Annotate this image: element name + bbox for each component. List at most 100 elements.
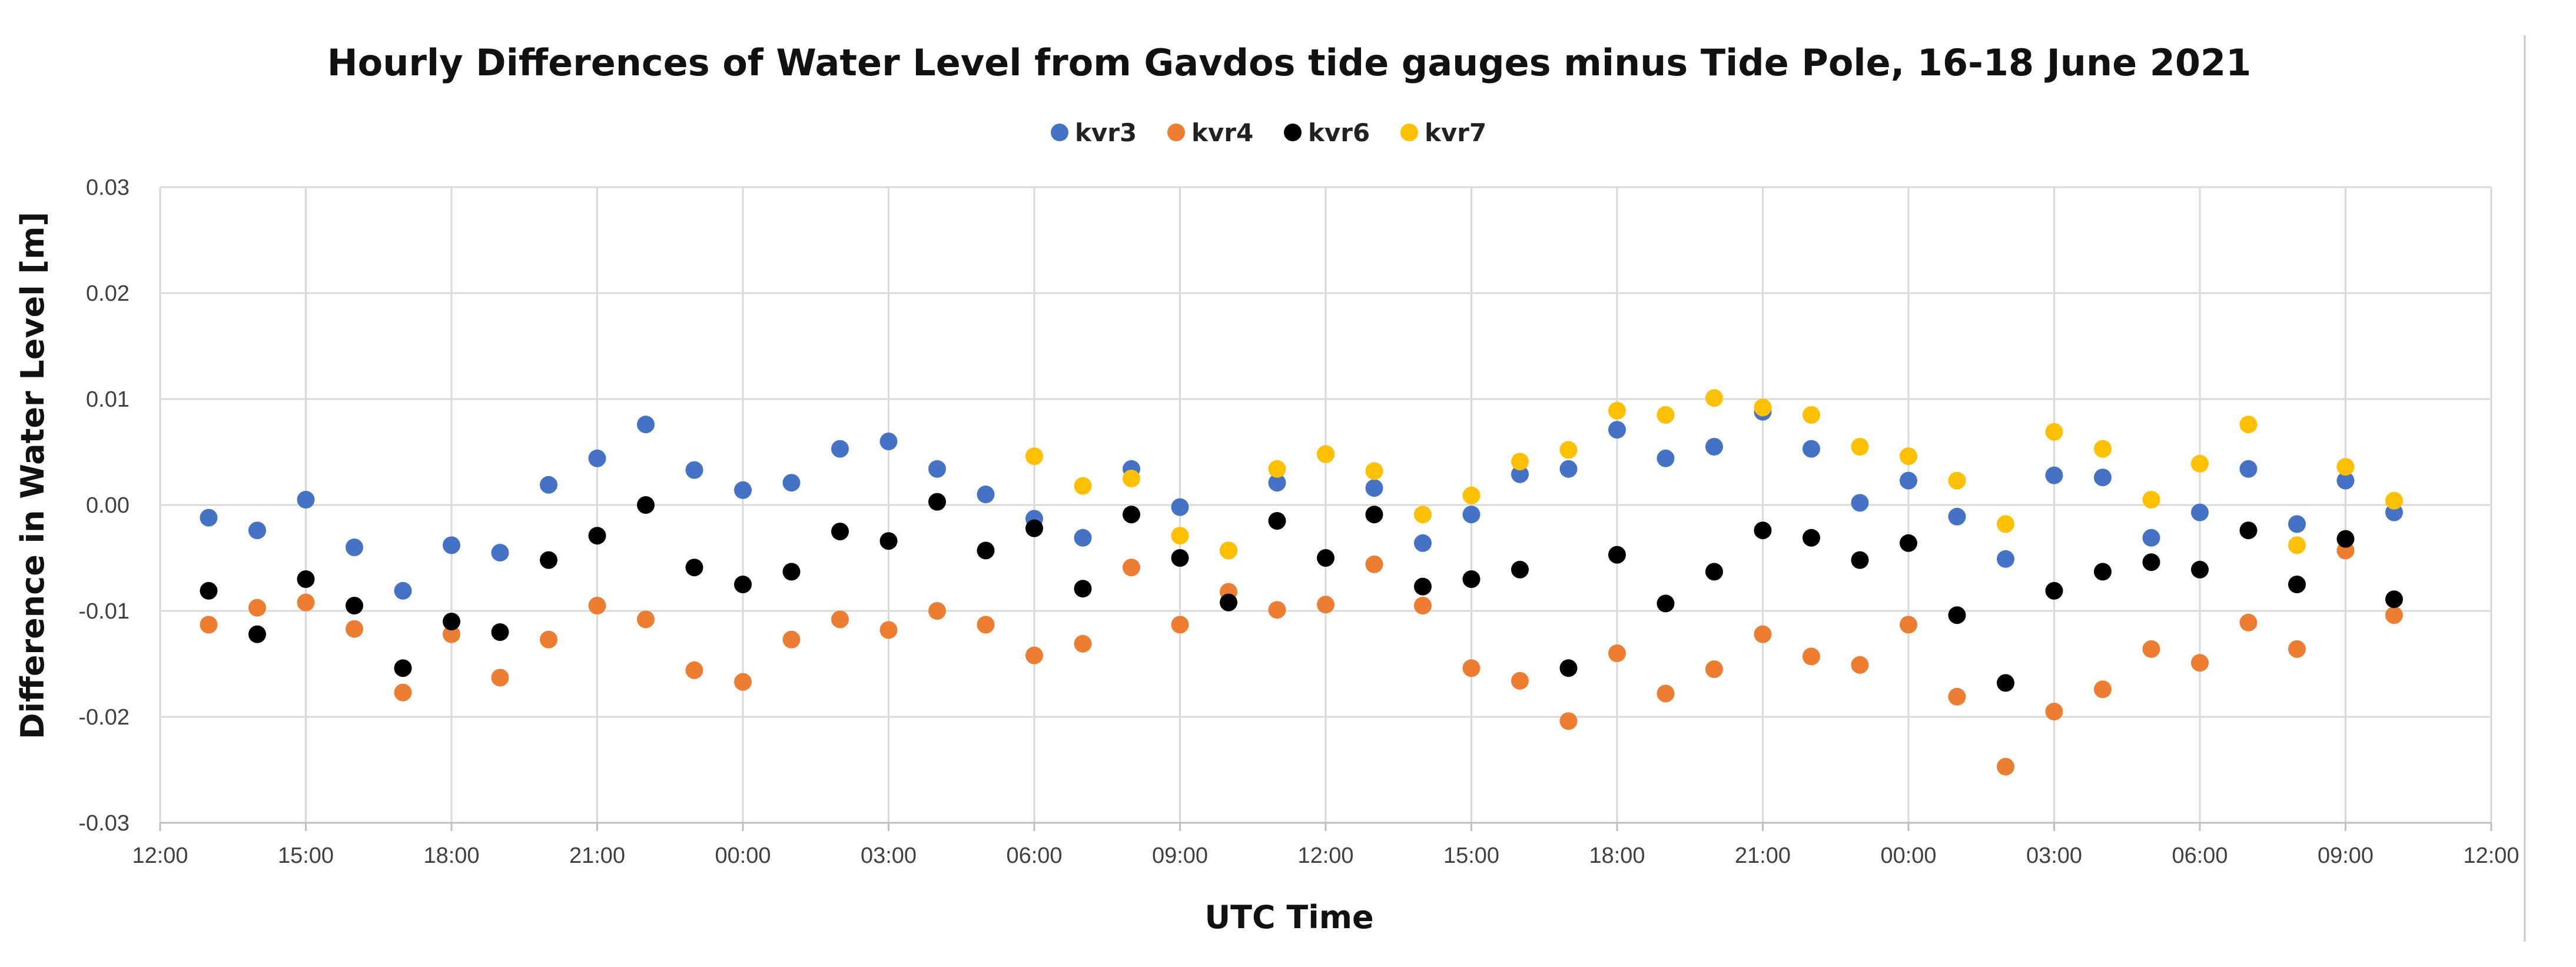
data-point-kvr3 <box>1365 479 1383 497</box>
data-point-kvr4 <box>248 599 266 617</box>
data-point-kvr4 <box>1657 684 1675 703</box>
data-point-kvr4 <box>782 630 801 649</box>
data-point-kvr6 <box>394 659 412 677</box>
data-point-kvr4 <box>2385 606 2403 624</box>
data-point-kvr7 <box>2239 416 2258 434</box>
data-point-kvr7 <box>1462 486 1480 504</box>
data-point-kvr7 <box>1171 527 1189 545</box>
data-point-kvr7 <box>1851 438 1869 456</box>
legend-item-kvr7: kvr7 <box>1400 118 1486 147</box>
x-tick-label: 18:00 <box>423 843 479 868</box>
data-point-kvr6 <box>1657 594 1675 613</box>
data-point-kvr4 <box>346 620 363 638</box>
x-tick-label: 15:00 <box>1443 843 1499 868</box>
data-point-kvr4 <box>1074 634 1092 653</box>
data-point-kvr3 <box>637 416 655 434</box>
data-point-kvr6 <box>734 576 752 593</box>
data-point-kvr6 <box>2336 530 2355 548</box>
data-point-kvr3 <box>1074 529 1092 547</box>
data-point-kvr4 <box>1025 646 1043 664</box>
x-axis-title: UTC Time <box>1204 899 1373 936</box>
data-point-kvr6 <box>637 496 655 514</box>
data-point-kvr4 <box>2045 703 2063 720</box>
y-tick-label: -0.01 <box>78 599 130 624</box>
x-tick-labels: 12:00 15:00 18:00 21:00 00:00 03:00 06:00 09:00… <box>132 843 2519 868</box>
data-point-kvr3 <box>588 449 606 467</box>
data-point-kvr7 <box>1074 477 1092 495</box>
legend-marker-kvr3 <box>1051 124 1068 141</box>
data-point-kvr3 <box>1462 506 1480 524</box>
data-point-kvr6 <box>1317 549 1335 567</box>
legend-marker-kvr4 <box>1167 124 1185 141</box>
data-point-kvr6 <box>1948 606 1966 624</box>
data-point-kvr3 <box>1705 438 1723 456</box>
data-point-kvr3 <box>2094 468 2112 487</box>
data-point-kvr4 <box>1171 616 1189 634</box>
data-point-kvr7 <box>2045 423 2063 441</box>
x-tick-label: 21:00 <box>569 843 625 868</box>
data-point-kvr7 <box>1997 515 2014 533</box>
data-point-kvr6 <box>1705 563 1723 581</box>
data-point-kvr3 <box>1511 465 1529 483</box>
x-tick-label: 09:00 <box>2318 843 2373 868</box>
data-point-kvr3 <box>394 581 412 600</box>
data-point-kvr6 <box>1171 549 1189 567</box>
data-point-kvr4 <box>394 683 412 702</box>
data-points <box>200 389 2403 776</box>
axes <box>159 822 2492 831</box>
data-point-kvr3 <box>1414 534 1432 552</box>
data-point-kvr7 <box>1220 541 1237 560</box>
data-point-kvr3 <box>1559 460 1578 478</box>
data-point-kvr7 <box>1900 447 1917 466</box>
data-point-kvr6 <box>297 570 315 588</box>
data-point-kvr7 <box>1754 398 1772 417</box>
data-point-kvr7 <box>1608 401 1626 420</box>
data-point-kvr4 <box>2094 680 2112 699</box>
data-point-kvr4 <box>637 610 655 629</box>
x-tick-label: 12:00 <box>2463 843 2519 868</box>
data-point-kvr4 <box>200 616 218 634</box>
data-point-kvr6 <box>2288 576 2306 593</box>
data-point-kvr4 <box>588 597 606 614</box>
data-point-kvr4 <box>2239 613 2258 632</box>
data-point-kvr4 <box>1997 757 2014 776</box>
legend-label-kvr6: kvr6 <box>1308 118 1370 147</box>
data-point-kvr3 <box>2045 466 2063 484</box>
data-point-kvr6 <box>1123 506 1140 524</box>
data-point-kvr3 <box>1948 507 1966 526</box>
data-point-kvr3 <box>2239 460 2258 478</box>
data-point-kvr3 <box>831 440 849 458</box>
data-point-kvr7 <box>1802 406 1820 424</box>
data-point-kvr7 <box>2142 491 2160 509</box>
data-point-kvr3 <box>1802 440 1820 458</box>
data-point-kvr6 <box>1365 506 1383 524</box>
data-point-kvr4 <box>491 669 509 687</box>
data-point-kvr7 <box>1511 453 1529 471</box>
data-point-kvr3 <box>248 521 266 540</box>
data-point-kvr6 <box>685 559 703 577</box>
x-tick-label: 06:00 <box>2172 843 2228 868</box>
data-point-kvr7 <box>2336 458 2355 476</box>
x-tick-label: 09:00 <box>1152 843 1208 868</box>
data-point-kvr4 <box>1754 625 1772 643</box>
data-point-kvr6 <box>782 563 801 581</box>
data-point-kvr3 <box>1268 474 1286 492</box>
data-point-kvr6 <box>831 523 849 540</box>
data-point-kvr6 <box>1851 551 1869 569</box>
data-point-kvr4 <box>1414 597 1432 614</box>
data-point-kvr6 <box>2142 553 2160 571</box>
data-point-kvr4 <box>1123 559 1140 577</box>
data-point-kvr3 <box>928 460 946 478</box>
data-point-kvr4 <box>1462 659 1480 677</box>
x-tick-label: 00:00 <box>1880 843 1936 868</box>
legend-item-kvr3: kvr3 <box>1051 118 1137 147</box>
legend: kvr3 kvr4 kvr6 kvr7 <box>1051 118 1486 147</box>
data-point-kvr7 <box>2094 440 2112 458</box>
data-point-kvr6 <box>977 541 995 560</box>
data-point-kvr6 <box>248 625 266 643</box>
data-point-kvr4 <box>1900 616 1917 634</box>
data-point-kvr3 <box>782 474 801 492</box>
data-point-kvr4 <box>1317 596 1335 614</box>
data-point-kvr3 <box>1851 494 1869 512</box>
